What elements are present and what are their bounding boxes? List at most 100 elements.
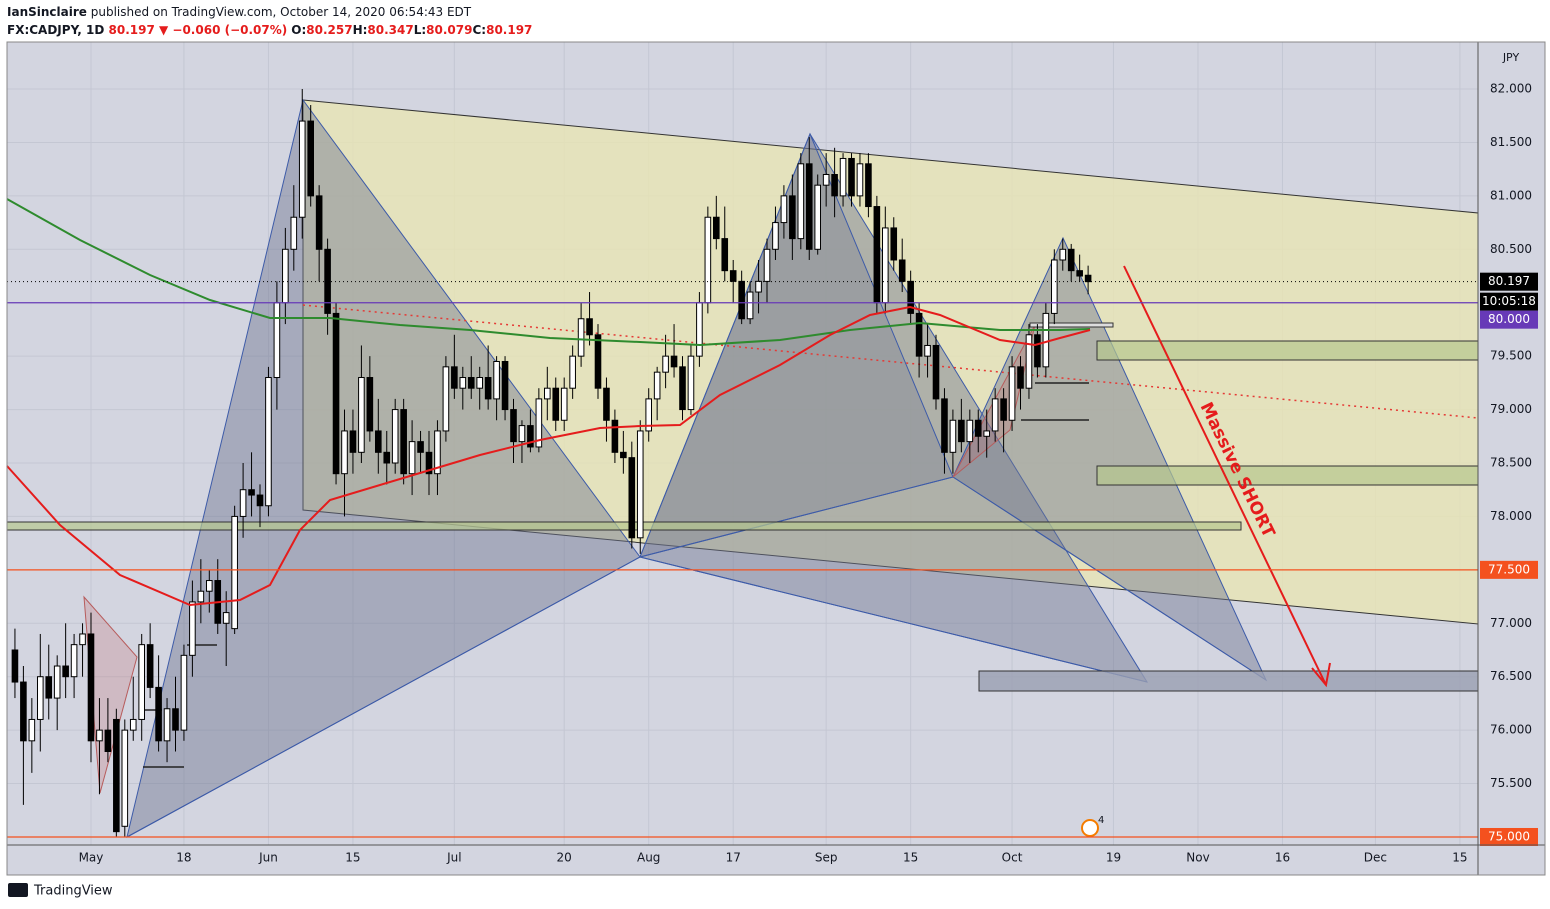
candle-body bbox=[96, 729, 103, 742]
candle-body bbox=[873, 206, 881, 304]
candle-body bbox=[239, 489, 247, 517]
candle-body bbox=[1067, 248, 1075, 272]
candle-body bbox=[941, 398, 948, 453]
candle-body bbox=[696, 302, 703, 357]
candle-body bbox=[493, 360, 500, 400]
candle-body bbox=[687, 355, 695, 411]
candle-body bbox=[628, 457, 636, 539]
candle-body bbox=[789, 195, 796, 240]
candle-body bbox=[53, 665, 61, 699]
candle-body bbox=[1017, 366, 1024, 389]
y-tick-label: 78.500 bbox=[1490, 456, 1532, 470]
candle-body bbox=[256, 494, 264, 507]
candle-body bbox=[679, 366, 686, 411]
x-tick-label: Sep bbox=[815, 851, 838, 865]
candle-body bbox=[636, 430, 644, 539]
candle-body bbox=[121, 729, 129, 827]
candle-body bbox=[594, 334, 602, 389]
zone bbox=[1029, 322, 1114, 328]
candle-body bbox=[704, 216, 712, 304]
footer-text: TradingView bbox=[33, 884, 113, 899]
candle-body bbox=[434, 430, 441, 475]
x-tick-label: 15 bbox=[903, 851, 918, 865]
candle-body bbox=[374, 430, 382, 453]
candle-body bbox=[11, 649, 19, 683]
candle-body bbox=[569, 355, 576, 389]
frame bbox=[6, 41, 1546, 876]
logo bbox=[8, 883, 28, 897]
candle-body bbox=[949, 419, 957, 453]
candle-body bbox=[865, 163, 872, 208]
x-tick-label: Dec bbox=[1364, 851, 1387, 865]
candle-body bbox=[28, 718, 36, 742]
arrow-head bbox=[1311, 662, 1331, 688]
candle-body bbox=[974, 419, 982, 437]
candle-body bbox=[586, 318, 593, 336]
event-count: 4 bbox=[1098, 815, 1104, 826]
y-tick-label: 75.500 bbox=[1490, 776, 1532, 790]
candle-body bbox=[155, 686, 162, 742]
candle-body bbox=[383, 451, 391, 464]
y-tick-label: 82.000 bbox=[1490, 82, 1532, 96]
currency: JPY bbox=[1502, 51, 1520, 64]
candle-body bbox=[535, 398, 543, 448]
x-tick-label: Aug bbox=[637, 851, 660, 865]
x-tick-label: Jul bbox=[446, 851, 461, 865]
level-label: 80.000 bbox=[1488, 312, 1530, 326]
candle-body bbox=[138, 644, 145, 720]
candle-body bbox=[341, 430, 348, 475]
candle-body bbox=[273, 302, 281, 379]
candle-body bbox=[87, 633, 95, 742]
candle-body bbox=[890, 227, 898, 261]
symbol: FX:CADJPY, 1D bbox=[7, 23, 104, 37]
candle-body bbox=[265, 377, 272, 507]
level-label: 77.500 bbox=[1488, 562, 1530, 576]
candle-body bbox=[822, 173, 830, 186]
candle-body bbox=[163, 708, 171, 742]
candle-body bbox=[231, 515, 238, 630]
candle-body bbox=[79, 633, 86, 646]
footer: TradingView bbox=[8, 883, 113, 899]
candle-body bbox=[653, 371, 661, 400]
candle-body bbox=[856, 163, 864, 197]
y-tick-label: 76.500 bbox=[1490, 669, 1532, 683]
candle-body bbox=[451, 366, 458, 389]
x-tick-label: 15 bbox=[1452, 851, 1467, 865]
zone bbox=[1096, 340, 1479, 361]
candle-body bbox=[620, 451, 627, 459]
candle-body bbox=[476, 377, 484, 389]
candle-body bbox=[1000, 398, 1007, 421]
candle-body bbox=[129, 718, 137, 731]
candle-body bbox=[36, 676, 44, 720]
candle-body bbox=[924, 344, 931, 357]
candle-body bbox=[805, 163, 813, 250]
candle-body bbox=[898, 259, 906, 282]
candle-body bbox=[459, 377, 467, 389]
candle-body bbox=[746, 291, 754, 320]
level-box bbox=[1480, 560, 1538, 579]
price-label: 80.197 bbox=[1488, 274, 1530, 288]
candle-body bbox=[544, 387, 551, 400]
level-box bbox=[1480, 310, 1538, 329]
candle-body bbox=[484, 377, 492, 400]
change: ▼ −0.060 (−0.07%) bbox=[159, 23, 287, 37]
publisher-line: IanSinclaire published on TradingView.co… bbox=[7, 5, 472, 19]
candle-body bbox=[358, 377, 365, 453]
publisher: IanSinclaire bbox=[7, 5, 87, 19]
candle-body bbox=[1059, 248, 1067, 261]
candle-body bbox=[645, 398, 653, 432]
candle-body bbox=[763, 248, 771, 282]
y-tick-label: 80.500 bbox=[1490, 242, 1532, 256]
zone bbox=[1096, 465, 1479, 486]
y-tick-label: 76.000 bbox=[1490, 723, 1532, 737]
candle-body bbox=[222, 612, 230, 624]
candle-body bbox=[772, 222, 779, 250]
last: 80.197 bbox=[109, 23, 155, 37]
ohlc-key: C: bbox=[472, 23, 486, 37]
ohlc-value: 80.079 bbox=[426, 23, 472, 37]
candle-body bbox=[991, 398, 999, 432]
y-tick-label: 78.000 bbox=[1490, 509, 1532, 523]
candle-body bbox=[518, 425, 526, 443]
candle-body bbox=[958, 419, 965, 443]
candle-body bbox=[315, 195, 323, 250]
